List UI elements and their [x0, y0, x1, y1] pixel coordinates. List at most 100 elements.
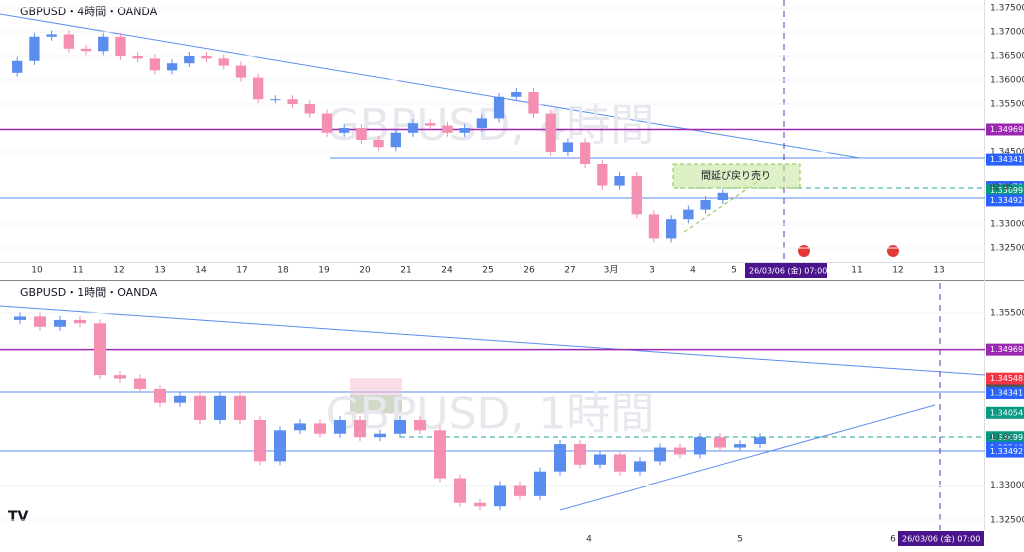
price-label: 1.34969 [990, 345, 1023, 354]
x-tick-label: 21 [400, 266, 411, 276]
candle [674, 447, 686, 455]
x-tick-label: 3月 [604, 265, 619, 276]
price-label-bg [986, 386, 1024, 399]
candle [683, 209, 694, 220]
candle [514, 485, 526, 496]
candle [373, 140, 384, 148]
candle [666, 219, 677, 239]
candle [174, 395, 186, 403]
x-tick-label: 20 [359, 266, 371, 276]
candle [154, 388, 166, 403]
candle [80, 48, 92, 52]
candle [574, 444, 586, 465]
x-tick-label: 4 [586, 535, 592, 545]
price-label-bg [986, 153, 1024, 166]
countdown: 02:05 [990, 183, 1013, 192]
y-tick-label: 1.35500 [990, 309, 1024, 319]
candle [579, 142, 591, 164]
candle [717, 192, 728, 200]
price-label: 1.34341 [990, 388, 1023, 397]
price-label: 1.33492 [990, 447, 1023, 456]
x-tick-label: 10 [31, 266, 43, 276]
candle [114, 375, 126, 379]
support-line [683, 179, 761, 233]
candle [374, 433, 386, 438]
candle [194, 395, 206, 420]
candle [235, 65, 247, 78]
toolbar [0, 530, 1024, 548]
x-tick-label: 4 [690, 266, 696, 276]
candle [201, 56, 212, 59]
date-label-bg [898, 531, 984, 546]
y-tick-label: 1.33000 [990, 220, 1024, 230]
trend-line [559, 404, 936, 511]
candle [14, 316, 26, 320]
price-label-bg [986, 184, 1024, 197]
candle [54, 319, 66, 327]
candle [597, 164, 608, 186]
candle [184, 56, 195, 64]
candle [545, 113, 556, 152]
trend-line [0, 13, 861, 159]
y-tick-label: 1.32500 [990, 244, 1024, 254]
candle [434, 430, 446, 479]
candle [339, 128, 350, 133]
x-tick-label: 3 [649, 266, 655, 276]
candle [74, 319, 86, 324]
candle [654, 447, 666, 462]
event-icon [887, 245, 899, 257]
price-label-bg [986, 406, 1024, 419]
candle [554, 444, 566, 472]
candle [63, 34, 74, 49]
position-box [350, 395, 402, 413]
candle [407, 123, 419, 133]
x-tick-label: 12 [113, 266, 124, 276]
price-label: 1.34054 [990, 408, 1023, 417]
candle [132, 56, 143, 59]
candle [354, 419, 366, 438]
candle [414, 419, 426, 431]
candle [534, 471, 546, 496]
candle [442, 125, 453, 133]
annotation-box [672, 163, 801, 189]
candle [304, 104, 315, 114]
candle [94, 323, 106, 376]
candle [270, 99, 281, 101]
candle [115, 36, 126, 56]
candle [493, 96, 505, 119]
candle [274, 430, 286, 462]
y-tick-label: 1.37500 [990, 4, 1024, 14]
candle [494, 485, 506, 507]
candle [734, 444, 746, 448]
candle [454, 478, 466, 503]
candle [694, 437, 706, 455]
price-label-bg [986, 343, 1024, 356]
x-tick-label: 14 [195, 266, 207, 276]
price-label-bg [986, 123, 1024, 136]
candle [648, 214, 660, 239]
price-label: 1.34341 [990, 155, 1023, 164]
logo: TV [8, 509, 29, 525]
x-tick-label: 11 [851, 266, 862, 276]
x-tick-label: 5 [731, 266, 737, 276]
candle [214, 395, 226, 420]
date-label-bg [745, 263, 827, 278]
y-tick-label: 1.33000 [990, 481, 1024, 491]
x-tick-label: 13 [933, 266, 944, 276]
candle [528, 92, 539, 114]
price-label-bg [986, 372, 1024, 385]
candle [12, 60, 23, 73]
candle [46, 34, 57, 37]
candle [700, 200, 711, 210]
y-tick-label: 1.34500 [990, 148, 1024, 158]
x-tick-label: 26 [523, 266, 535, 276]
candle [714, 437, 726, 448]
price-label: 1.33699 [990, 433, 1023, 442]
candle [562, 142, 574, 152]
candle [252, 77, 264, 100]
x-tick-label: 6 [890, 535, 896, 545]
candle [394, 419, 406, 434]
candle [334, 419, 346, 434]
